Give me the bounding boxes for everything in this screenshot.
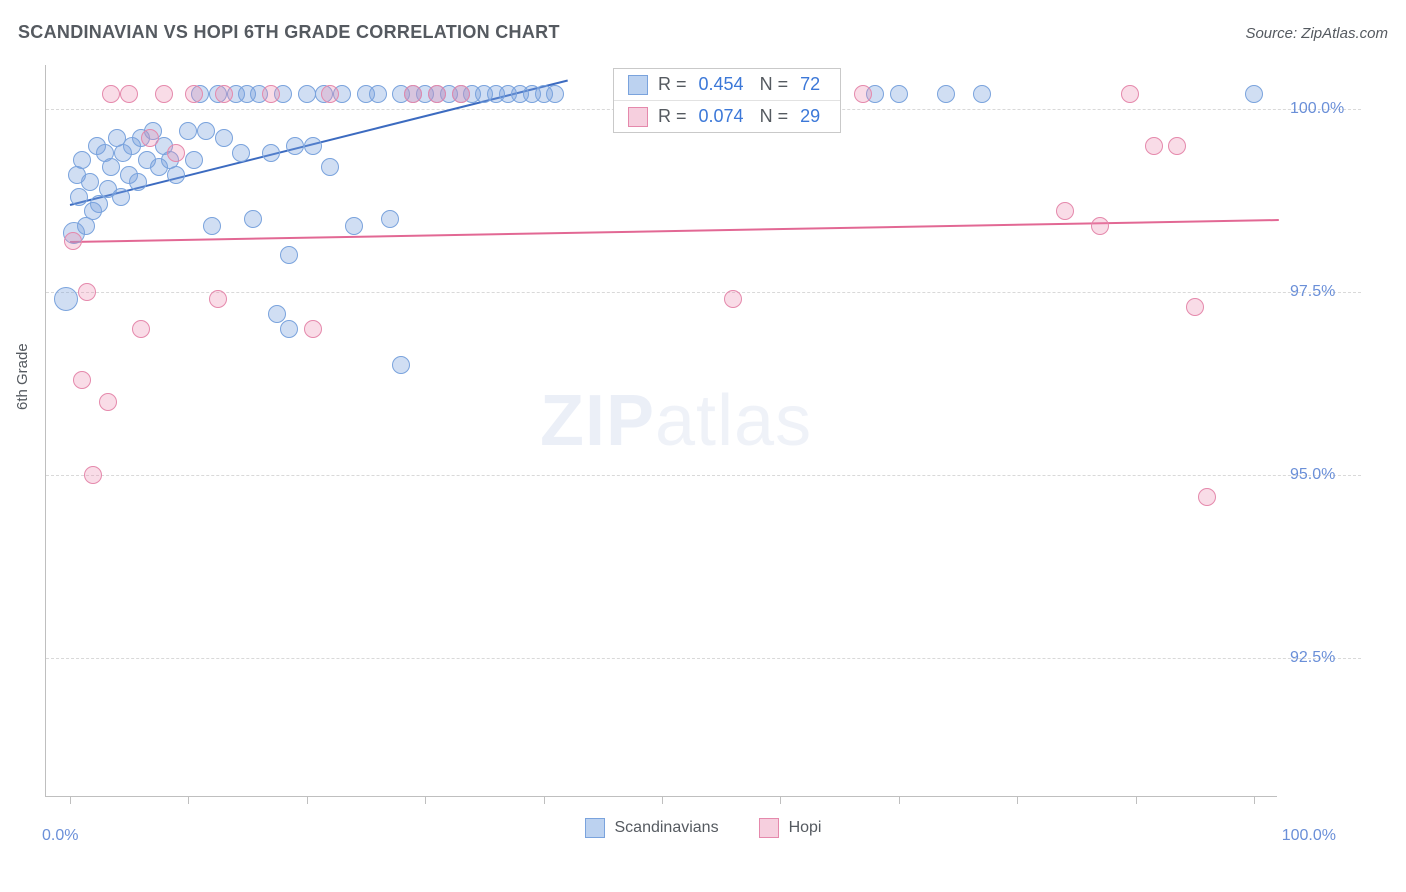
n-value-scandinavians: 72: [800, 74, 820, 95]
square-icon: [628, 75, 648, 95]
legend-item-scandinavians: Scandinavians: [585, 818, 719, 838]
legend-item-hopi: Hopi: [759, 818, 822, 838]
data-point: [321, 158, 339, 176]
x-tick: [307, 796, 308, 804]
data-point: [1121, 85, 1139, 103]
gridline: [46, 292, 1361, 293]
data-point: [203, 217, 221, 235]
data-point: [244, 210, 262, 228]
r-value-hopi: 0.074: [699, 106, 744, 127]
y-tick-label: 95.0%: [1290, 466, 1335, 484]
data-point: [724, 290, 742, 308]
x-tick: [899, 796, 900, 804]
x-tick: [544, 796, 545, 804]
legend-label-scandinavians: Scandinavians: [615, 819, 719, 837]
gridline: [46, 475, 1361, 476]
data-point: [129, 173, 147, 191]
x-tick: [662, 796, 663, 804]
data-point: [369, 85, 387, 103]
data-point: [268, 305, 286, 323]
data-point: [99, 393, 117, 411]
data-point: [155, 85, 173, 103]
x-axis-max-label: 100.0%: [1282, 827, 1336, 845]
data-point: [132, 320, 150, 338]
gridline: [46, 658, 1361, 659]
data-point: [1168, 137, 1186, 155]
data-point: [381, 210, 399, 228]
data-point: [84, 466, 102, 484]
data-point: [54, 287, 78, 311]
x-tick: [70, 796, 71, 804]
data-point: [78, 283, 96, 301]
data-point: [167, 144, 185, 162]
data-point: [298, 85, 316, 103]
data-point: [937, 85, 955, 103]
x-tick: [1254, 796, 1255, 804]
r-label: R =: [658, 74, 687, 95]
legend-label-hopi: Hopi: [789, 819, 822, 837]
data-point: [262, 144, 280, 162]
chart-title: SCANDINAVIAN VS HOPI 6TH GRADE CORRELATI…: [18, 22, 560, 43]
data-point: [112, 188, 130, 206]
data-point: [185, 151, 203, 169]
stats-row-hopi: R = 0.074 N = 29: [614, 100, 840, 132]
stats-legend-box: R = 0.454 N = 72 R = 0.074 N = 29: [613, 68, 841, 133]
y-tick-label: 92.5%: [1290, 649, 1335, 667]
x-axis-min-label: 0.0%: [42, 827, 78, 845]
data-point: [215, 129, 233, 147]
data-point: [1056, 202, 1074, 220]
data-point: [280, 320, 298, 338]
r-label: R =: [658, 106, 687, 127]
data-point: [81, 173, 99, 191]
square-icon: [585, 818, 605, 838]
data-point: [209, 290, 227, 308]
x-tick: [425, 796, 426, 804]
data-point: [102, 85, 120, 103]
x-tick: [1017, 796, 1018, 804]
n-value-hopi: 29: [800, 106, 820, 127]
data-point: [167, 166, 185, 184]
data-point: [973, 85, 991, 103]
square-icon: [759, 818, 779, 838]
data-point: [102, 158, 120, 176]
square-icon: [628, 107, 648, 127]
data-point: [179, 122, 197, 140]
data-point: [64, 232, 82, 250]
data-point: [280, 246, 298, 264]
x-tick: [1136, 796, 1137, 804]
data-point: [1186, 298, 1204, 316]
data-point: [546, 85, 564, 103]
n-label: N =: [760, 74, 789, 95]
data-point: [73, 371, 91, 389]
data-point: [73, 151, 91, 169]
plot-area: [45, 65, 1277, 797]
x-tick: [188, 796, 189, 804]
x-tick: [780, 796, 781, 804]
data-point: [286, 137, 304, 155]
stats-row-scandinavians: R = 0.454 N = 72: [614, 69, 840, 100]
data-point: [452, 85, 470, 103]
data-point: [197, 122, 215, 140]
data-point: [1145, 137, 1163, 155]
chart-header: SCANDINAVIAN VS HOPI 6TH GRADE CORRELATI…: [18, 22, 1388, 43]
data-point: [890, 85, 908, 103]
bottom-legend: Scandinavians Hopi: [0, 818, 1406, 838]
r-value-scandinavians: 0.454: [699, 74, 744, 95]
y-tick-label: 97.5%: [1290, 283, 1335, 301]
data-point: [1091, 217, 1109, 235]
y-axis-label: 6th Grade: [14, 343, 31, 410]
data-point: [304, 137, 322, 155]
data-point: [345, 217, 363, 235]
data-point: [70, 188, 88, 206]
data-point: [1198, 488, 1216, 506]
chart-source: Source: ZipAtlas.com: [1245, 25, 1388, 42]
data-point: [304, 320, 322, 338]
data-point: [392, 356, 410, 374]
y-tick-label: 100.0%: [1290, 100, 1344, 118]
data-point: [1245, 85, 1263, 103]
n-label: N =: [760, 106, 789, 127]
data-point: [215, 85, 233, 103]
data-point: [120, 85, 138, 103]
